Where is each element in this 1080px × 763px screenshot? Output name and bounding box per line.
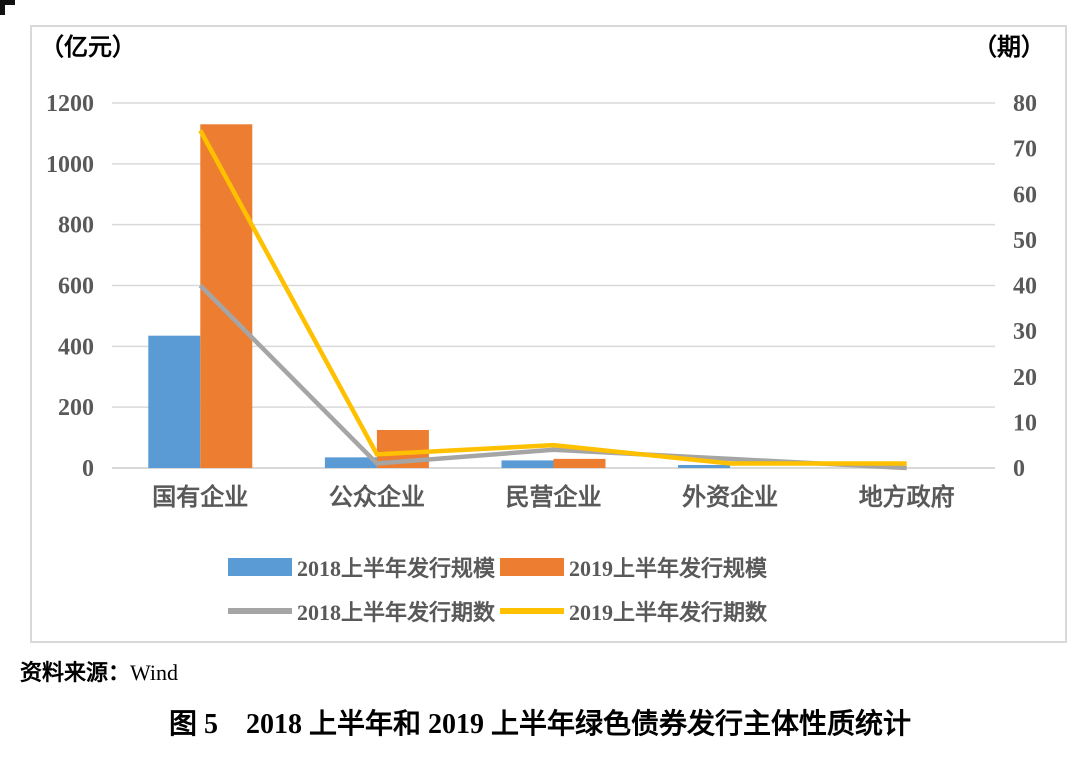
bar-2018上半年发行规模-民营企业 — [501, 460, 554, 468]
source-prefix-label: 资料来源： — [20, 660, 131, 685]
legend-swatch-2018-scale — [228, 558, 292, 576]
bar-2018上半年发行规模-公众企业 — [324, 457, 377, 468]
legend-label-2018-count: 2018上半年发行期数 — [297, 600, 496, 625]
source-value: Wind — [130, 660, 179, 685]
legend-row-bars: 2018上半年发行规模 2019上半年发行规模 — [228, 554, 772, 581]
right-axis-tick-label: 70 — [1013, 137, 1037, 163]
right-axis-tick-label: 40 — [1013, 274, 1037, 300]
chart-panel: 1200 1000 800 600 400 200 0 80 70 60 50 40 30 20 10 0 国有… — [30, 25, 1067, 643]
legend-label-2019-count: 2019上半年发行期数 — [569, 600, 768, 625]
left-axis-tick-label: 200 — [58, 395, 94, 421]
left-axis-tick-label: 1000 — [46, 152, 94, 178]
legend-label-2019-scale: 2019上半年发行规模 — [569, 556, 768, 581]
combo-chart-plot: 1200 1000 800 600 400 200 0 80 70 60 50 40 30 20 10 0 国有… — [46, 91, 1037, 511]
legend-label-2018-scale: 2018上半年发行规模 — [297, 556, 496, 581]
right-axis-unit-label: （期） — [973, 35, 1045, 61]
category-label-外资企业: 外资企业 — [682, 483, 778, 511]
bar-2019上半年发行规模-民营企业 — [553, 458, 606, 468]
figure-caption: 图 5 2018 上半年和 2019 上半年绿色债券发行主体性质统计 — [168, 709, 911, 740]
category-label-公众企业: 公众企业 — [329, 483, 425, 511]
bar-2018上半年发行规模-外资企业 — [678, 464, 731, 468]
legend-swatch-2018-count — [228, 608, 292, 614]
source-line: 资料来源：Wind — [20, 655, 178, 687]
category-label-国有企业: 国有企业 — [152, 483, 248, 511]
left-axis-tick-label: 0 — [82, 456, 94, 482]
left-axis-tick-label: 800 — [58, 213, 94, 239]
crop-artifact — [0, 0, 15, 5]
line-2019上半年发行期数 — [198, 129, 907, 466]
legend-swatch-2019-count — [500, 608, 565, 614]
line-2018上半年发行期数 — [198, 283, 907, 471]
left-axis-tick-label: 600 — [58, 274, 94, 300]
right-axis-tick-label: 80 — [1013, 91, 1037, 117]
legend-swatch-2019-scale — [500, 558, 565, 576]
legend-row-lines: 2018上半年发行期数 2019上半年发行期数 — [228, 598, 772, 625]
right-axis-tick-label: 60 — [1013, 182, 1037, 208]
category-label-地方政府: 地方政府 — [859, 483, 955, 511]
right-axis-tick-label: 50 — [1013, 228, 1037, 254]
right-axis-tick-label: 20 — [1013, 365, 1037, 391]
category-label-民营企业: 民营企业 — [506, 483, 602, 511]
left-axis-tick-label: 1200 — [46, 91, 94, 117]
right-axis-tick-label: 0 — [1013, 456, 1025, 482]
right-axis-tick-label: 10 — [1013, 410, 1037, 436]
chart-legend: 2018上半年发行规模 2019上半年发行规模 2018上半年发行期数 2019… — [228, 554, 772, 642]
left-axis-tick-label: 400 — [58, 334, 94, 360]
bar-2018上半年发行规模-国有企业 — [148, 335, 201, 468]
left-axis-unit-label: （亿元） — [40, 35, 136, 61]
crop-artifact — [0, 0, 5, 15]
right-axis-tick-label: 30 — [1013, 319, 1037, 345]
